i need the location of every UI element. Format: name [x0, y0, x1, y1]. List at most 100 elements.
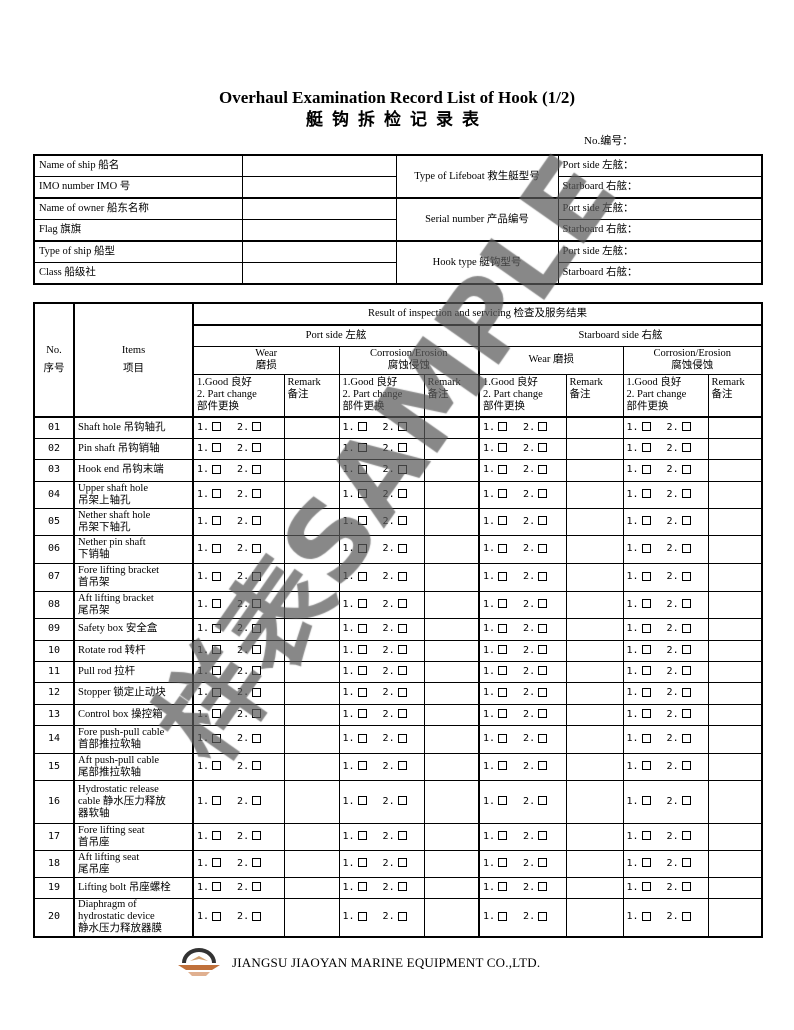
part-change-checkbox[interactable]	[252, 422, 262, 432]
part-change-checkbox[interactable]	[252, 858, 262, 867]
remark-field[interactable]	[283, 590, 340, 619]
remark-field[interactable]	[283, 681, 340, 705]
remark-field[interactable]	[423, 724, 480, 754]
remark-field[interactable]	[283, 480, 340, 509]
part-change-checkbox[interactable]	[252, 623, 262, 633]
good-checkbox[interactable]	[498, 733, 508, 743]
part-change-checkbox[interactable]	[538, 571, 548, 581]
part-change-checkbox[interactable]	[397, 422, 407, 432]
remark-field[interactable]	[707, 822, 763, 851]
remark-field[interactable]	[423, 876, 480, 899]
good-checkbox[interactable]	[357, 543, 367, 553]
good-checkbox[interactable]	[357, 623, 367, 633]
good-checkbox[interactable]	[498, 666, 508, 675]
part-change-checkbox[interactable]	[252, 733, 262, 743]
part-change-checkbox[interactable]	[681, 543, 691, 553]
remark-field[interactable]	[423, 849, 480, 878]
remark-field[interactable]	[283, 779, 340, 824]
part-change-checkbox[interactable]	[397, 623, 407, 633]
good-checkbox[interactable]	[357, 687, 367, 697]
good-checkbox[interactable]	[212, 911, 222, 921]
starboard-field[interactable]: Starboard 右舷：	[557, 262, 763, 285]
part-change-checkbox[interactable]	[538, 599, 548, 608]
remark-field[interactable]	[707, 534, 763, 564]
good-checkbox[interactable]	[357, 516, 367, 525]
remark-field[interactable]	[565, 507, 624, 536]
part-change-checkbox[interactable]	[681, 599, 691, 608]
remark-field[interactable]	[423, 534, 480, 564]
remark-field[interactable]	[707, 660, 763, 683]
good-checkbox[interactable]	[641, 543, 651, 553]
part-change-checkbox[interactable]	[397, 796, 407, 805]
remark-field[interactable]	[283, 724, 340, 754]
good-checkbox[interactable]	[212, 733, 222, 743]
remark-field[interactable]	[707, 876, 763, 899]
good-checkbox[interactable]	[212, 687, 222, 697]
remark-field[interactable]	[707, 639, 763, 662]
info-value-field[interactable]	[241, 197, 397, 220]
part-change-checkbox[interactable]	[538, 443, 548, 452]
part-change-checkbox[interactable]	[252, 796, 262, 805]
remark-field[interactable]	[565, 849, 624, 878]
remark-field[interactable]	[283, 534, 340, 564]
good-checkbox[interactable]	[498, 761, 508, 770]
remark-field[interactable]	[423, 639, 480, 662]
remark-field[interactable]	[283, 639, 340, 662]
part-change-checkbox[interactable]	[397, 543, 407, 553]
good-checkbox[interactable]	[212, 516, 222, 525]
remark-field[interactable]	[565, 480, 624, 509]
part-change-checkbox[interactable]	[252, 645, 262, 654]
info-value-field[interactable]	[241, 219, 397, 242]
good-checkbox[interactable]	[498, 645, 508, 654]
part-change-checkbox[interactable]	[538, 911, 548, 921]
good-checkbox[interactable]	[212, 666, 222, 675]
part-change-checkbox[interactable]	[397, 761, 407, 770]
remark-field[interactable]	[707, 562, 763, 592]
good-checkbox[interactable]	[641, 709, 651, 718]
good-checkbox[interactable]	[212, 599, 222, 608]
remark-field[interactable]	[423, 752, 480, 781]
part-change-checkbox[interactable]	[252, 911, 262, 921]
remark-field[interactable]	[283, 458, 340, 482]
remark-field[interactable]	[707, 416, 763, 439]
remark-field[interactable]	[565, 703, 624, 726]
part-change-checkbox[interactable]	[681, 709, 691, 718]
good-checkbox[interactable]	[212, 858, 222, 867]
good-checkbox[interactable]	[357, 464, 367, 474]
part-change-checkbox[interactable]	[397, 464, 407, 474]
part-change-checkbox[interactable]	[538, 543, 548, 553]
info-value-field[interactable]	[241, 240, 397, 263]
remark-field[interactable]	[423, 458, 480, 482]
part-change-checkbox[interactable]	[681, 645, 691, 654]
remark-field[interactable]	[283, 660, 340, 683]
part-change-checkbox[interactable]	[538, 831, 548, 840]
remark-field[interactable]	[283, 822, 340, 851]
good-checkbox[interactable]	[641, 911, 651, 921]
good-checkbox[interactable]	[641, 733, 651, 743]
part-change-checkbox[interactable]	[538, 464, 548, 474]
good-checkbox[interactable]	[641, 571, 651, 581]
remark-field[interactable]	[565, 416, 624, 439]
part-change-checkbox[interactable]	[252, 516, 262, 525]
remark-field[interactable]	[565, 779, 624, 824]
remark-field[interactable]	[707, 437, 763, 460]
remark-field[interactable]	[565, 617, 624, 641]
good-checkbox[interactable]	[641, 645, 651, 654]
good-checkbox[interactable]	[641, 464, 651, 474]
part-change-checkbox[interactable]	[681, 911, 691, 921]
good-checkbox[interactable]	[357, 571, 367, 581]
part-change-checkbox[interactable]	[397, 443, 407, 452]
info-value-field[interactable]	[241, 154, 397, 177]
good-checkbox[interactable]	[641, 882, 651, 891]
remark-field[interactable]	[423, 703, 480, 726]
part-change-checkbox[interactable]	[397, 831, 407, 840]
part-change-checkbox[interactable]	[252, 761, 262, 770]
remark-field[interactable]	[283, 437, 340, 460]
part-change-checkbox[interactable]	[252, 443, 262, 452]
remark-field[interactable]	[565, 752, 624, 781]
good-checkbox[interactable]	[498, 687, 508, 697]
good-checkbox[interactable]	[357, 831, 367, 840]
part-change-checkbox[interactable]	[538, 796, 548, 805]
good-checkbox[interactable]	[357, 761, 367, 770]
good-checkbox[interactable]	[641, 443, 651, 452]
